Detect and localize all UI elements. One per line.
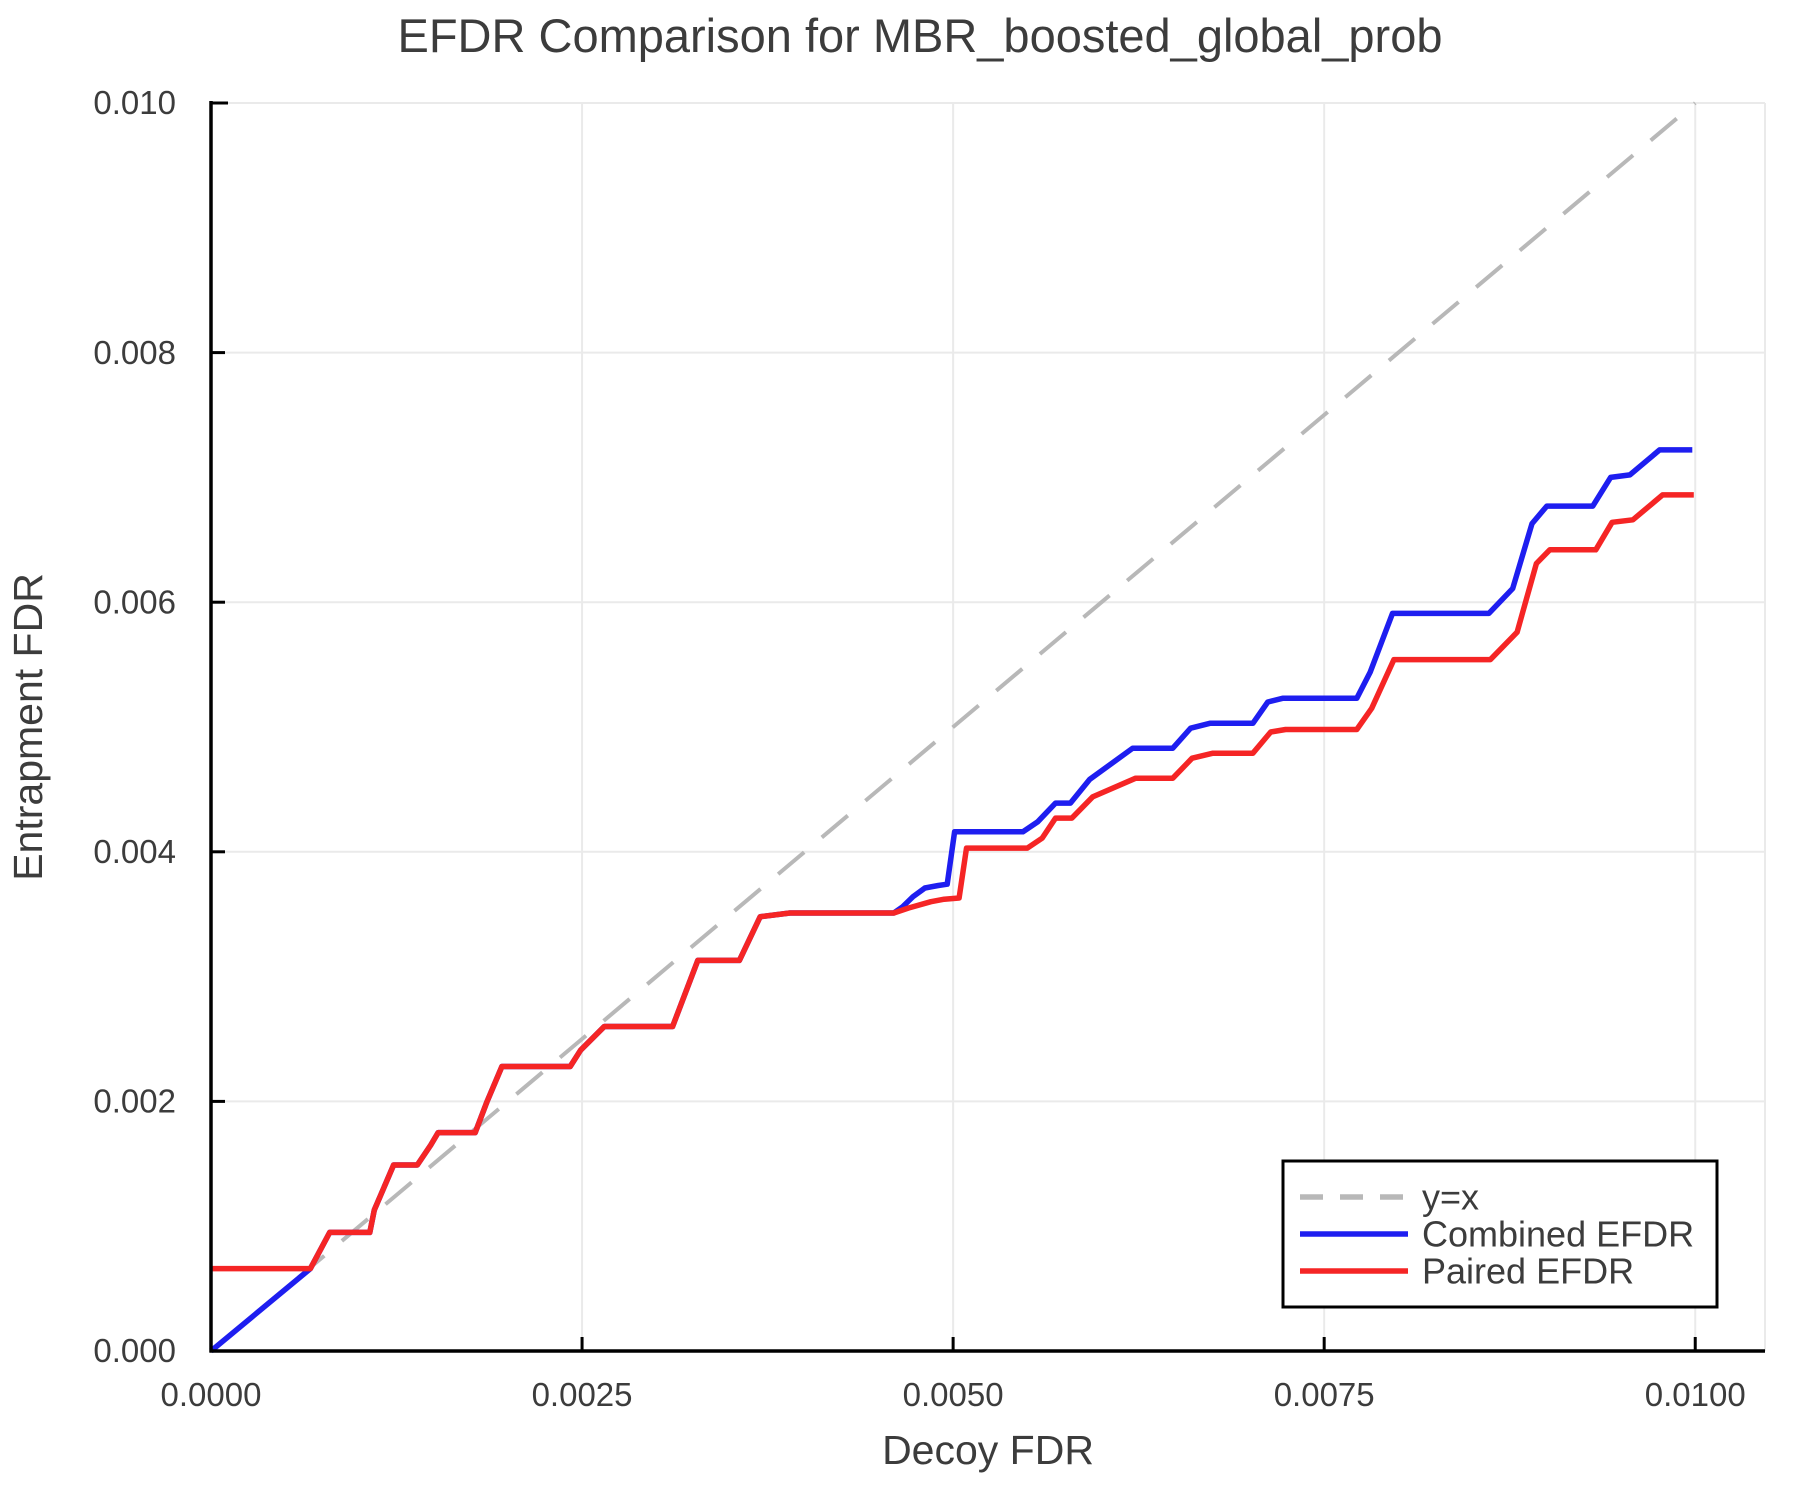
gridlines <box>211 102 1766 1351</box>
series-lines <box>209 101 1697 1354</box>
y-tick-label: 0.008 <box>93 334 176 371</box>
x-tick-label: 0.0050 <box>903 1376 1004 1413</box>
x-tick-label: 0.0075 <box>1274 1376 1375 1413</box>
legend-label: Combined EFDR <box>1422 1214 1694 1255</box>
x-tick-label: 0.0100 <box>1645 1376 1746 1413</box>
x-tick-label: 0.0000 <box>161 1376 262 1413</box>
legend-label: Paired EFDR <box>1422 1251 1634 1292</box>
tick-labels: 0.0000 0.0025 0.0050 0.0075 0.0100 0.000 0.002… <box>93 84 1745 1413</box>
y-tick-label: 0.002 <box>93 1083 176 1120</box>
series-y-x <box>209 101 1697 1353</box>
axes-spines-ticks <box>209 101 1765 1353</box>
x-axis-label: Decoy FDR <box>882 1427 1094 1473</box>
y-tick-label: 0.000 <box>93 1332 176 1369</box>
y-tick-label: 0.004 <box>93 833 176 870</box>
x-tick-label: 0.0025 <box>532 1376 633 1413</box>
chart-title: EFDR Comparison for MBR_boosted_global_p… <box>398 9 1443 62</box>
y-tick-label: 0.010 <box>93 84 176 121</box>
y-tick-label: 0.006 <box>93 583 176 620</box>
y-axis-label: Entrapment FDR <box>5 573 51 881</box>
legend-label: y=x <box>1422 1177 1479 1218</box>
series-paired-efdr <box>211 492 1694 1272</box>
